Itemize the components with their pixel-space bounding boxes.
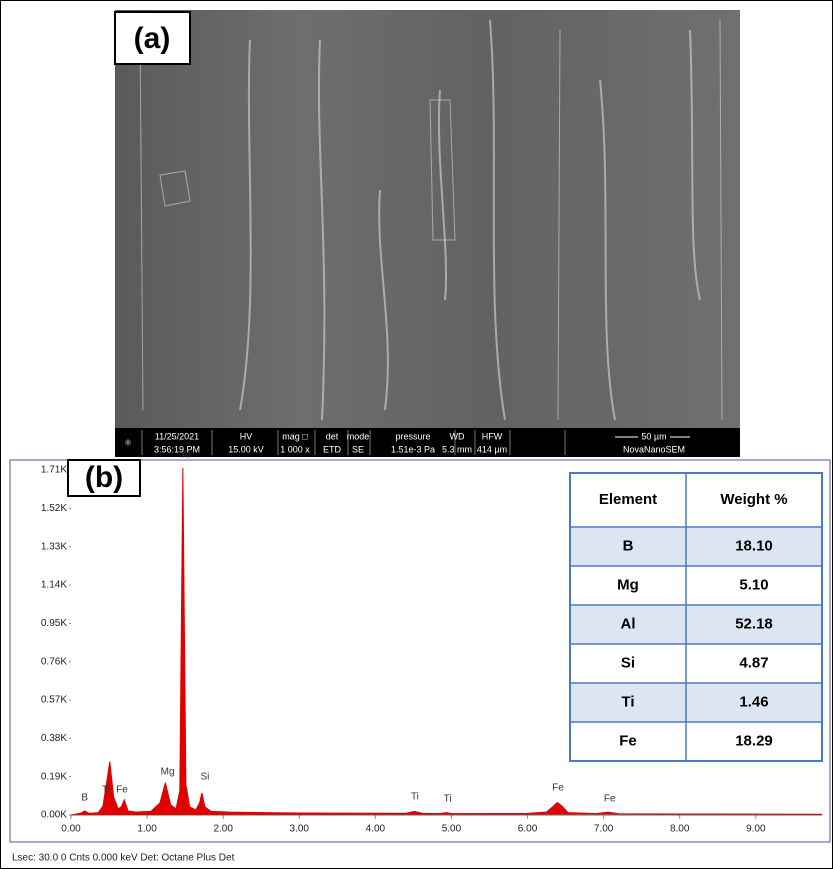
info-value: 1 000 x (280, 444, 310, 454)
y-tick-label: 1.33K (41, 541, 67, 552)
table-header: Weight % (720, 491, 787, 508)
info-value: 5.3 mm (442, 444, 472, 454)
info-time: 3:56:19 PM (154, 444, 200, 454)
peak-label: Fe (552, 782, 564, 793)
table-cell: 52.18 (735, 615, 773, 632)
y-tick-label: 0.95K (41, 618, 67, 629)
info-value: 414 µm (477, 444, 507, 454)
x-tick-label: 5.00 (442, 824, 462, 835)
table-row-bg (571, 527, 821, 566)
info-label: pressure (395, 431, 430, 441)
table-cell: Fe (619, 732, 637, 749)
x-tick-label: 8.00 (670, 824, 690, 835)
x-tick-label: 1.00 (137, 824, 157, 835)
peak-label: Ti (411, 791, 419, 802)
table-cell: 18.10 (735, 537, 773, 554)
peak-label: Ti (444, 794, 452, 805)
y-tick-label: 1.71K (41, 465, 67, 476)
instrument: NovaNanoSEM (623, 444, 685, 454)
peak-label: Al (181, 450, 190, 461)
table-cell: 1.46 (739, 693, 768, 710)
x-tick-label: 3.00 (290, 824, 310, 835)
figure: ⚛ 11/25/2021 3:56:19 PM HV 15.00 kV mag □ 1 00… (0, 0, 833, 869)
y-tick-label: 0.38K (41, 733, 67, 744)
peak-label: Mg (161, 766, 175, 777)
info-label: HFW (482, 431, 503, 441)
table-cell: 5.10 (739, 576, 768, 593)
x-tick-label: 7.00 (594, 824, 614, 835)
info-label: mag □ (282, 431, 308, 441)
table-cell: 18.29 (735, 732, 773, 749)
peak-label: B (81, 792, 88, 803)
sem-image (115, 10, 740, 428)
info-value: ETD (323, 444, 342, 454)
composition-table: Element Weight % B 18.10 Mg 5.10 Al 52.18 Si 4.87… (570, 473, 822, 761)
peak-label: Ti (102, 784, 110, 795)
sem-icon: ⚛ (124, 437, 132, 447)
y-tick-label: 0.76K (41, 656, 67, 667)
table-cell: Mg (617, 576, 639, 593)
x-tick-label: 6.00 (518, 824, 538, 835)
footer-text: Lsec: 30.0 0 Cnts 0.000 keV Det: Octane … (12, 853, 235, 864)
table-cell: 4.87 (739, 654, 768, 671)
info-label: HV (240, 431, 253, 441)
table-cell: Al (621, 615, 636, 632)
info-label: WD (450, 431, 465, 441)
info-value: 1.51e-3 Pa (391, 444, 435, 454)
table-row-bg (571, 683, 821, 722)
y-tick-label: 0.57K (41, 695, 67, 706)
x-tick-label: 0.00 (61, 824, 81, 835)
peak-label: Fe (604, 794, 616, 805)
table-cell: Si (621, 654, 635, 671)
table-cell: Ti (621, 693, 634, 710)
info-value: 15.00 kV (228, 444, 264, 454)
x-tick-label: 4.00 (366, 824, 386, 835)
x-tick-label: 2.00 (213, 824, 233, 835)
figure-canvas: ⚛ 11/25/2021 3:56:19 PM HV 15.00 kV mag □ 1 00… (0, 0, 833, 869)
y-tick-label: 0.19K (41, 771, 67, 782)
info-date: 11/25/2021 (155, 431, 199, 441)
x-tick-label: 9.00 (746, 824, 766, 835)
info-label: det (326, 431, 339, 441)
peak-label: Fe (116, 784, 128, 795)
y-tick-label: 0.00K (41, 810, 67, 821)
panel-label: (a) (134, 22, 171, 55)
y-tick-label: 1.52K (41, 503, 67, 514)
scale-text: 50 µm (641, 431, 666, 441)
table-row-bg (571, 605, 821, 644)
table-cell: B (623, 537, 634, 554)
y-tick-label: 1.14K (41, 580, 67, 591)
table-header: Element (599, 491, 657, 508)
peak-label: Si (200, 771, 209, 782)
panel-label: (b) (85, 461, 123, 494)
info-value: SE (352, 444, 364, 454)
info-label: mode (347, 431, 370, 441)
